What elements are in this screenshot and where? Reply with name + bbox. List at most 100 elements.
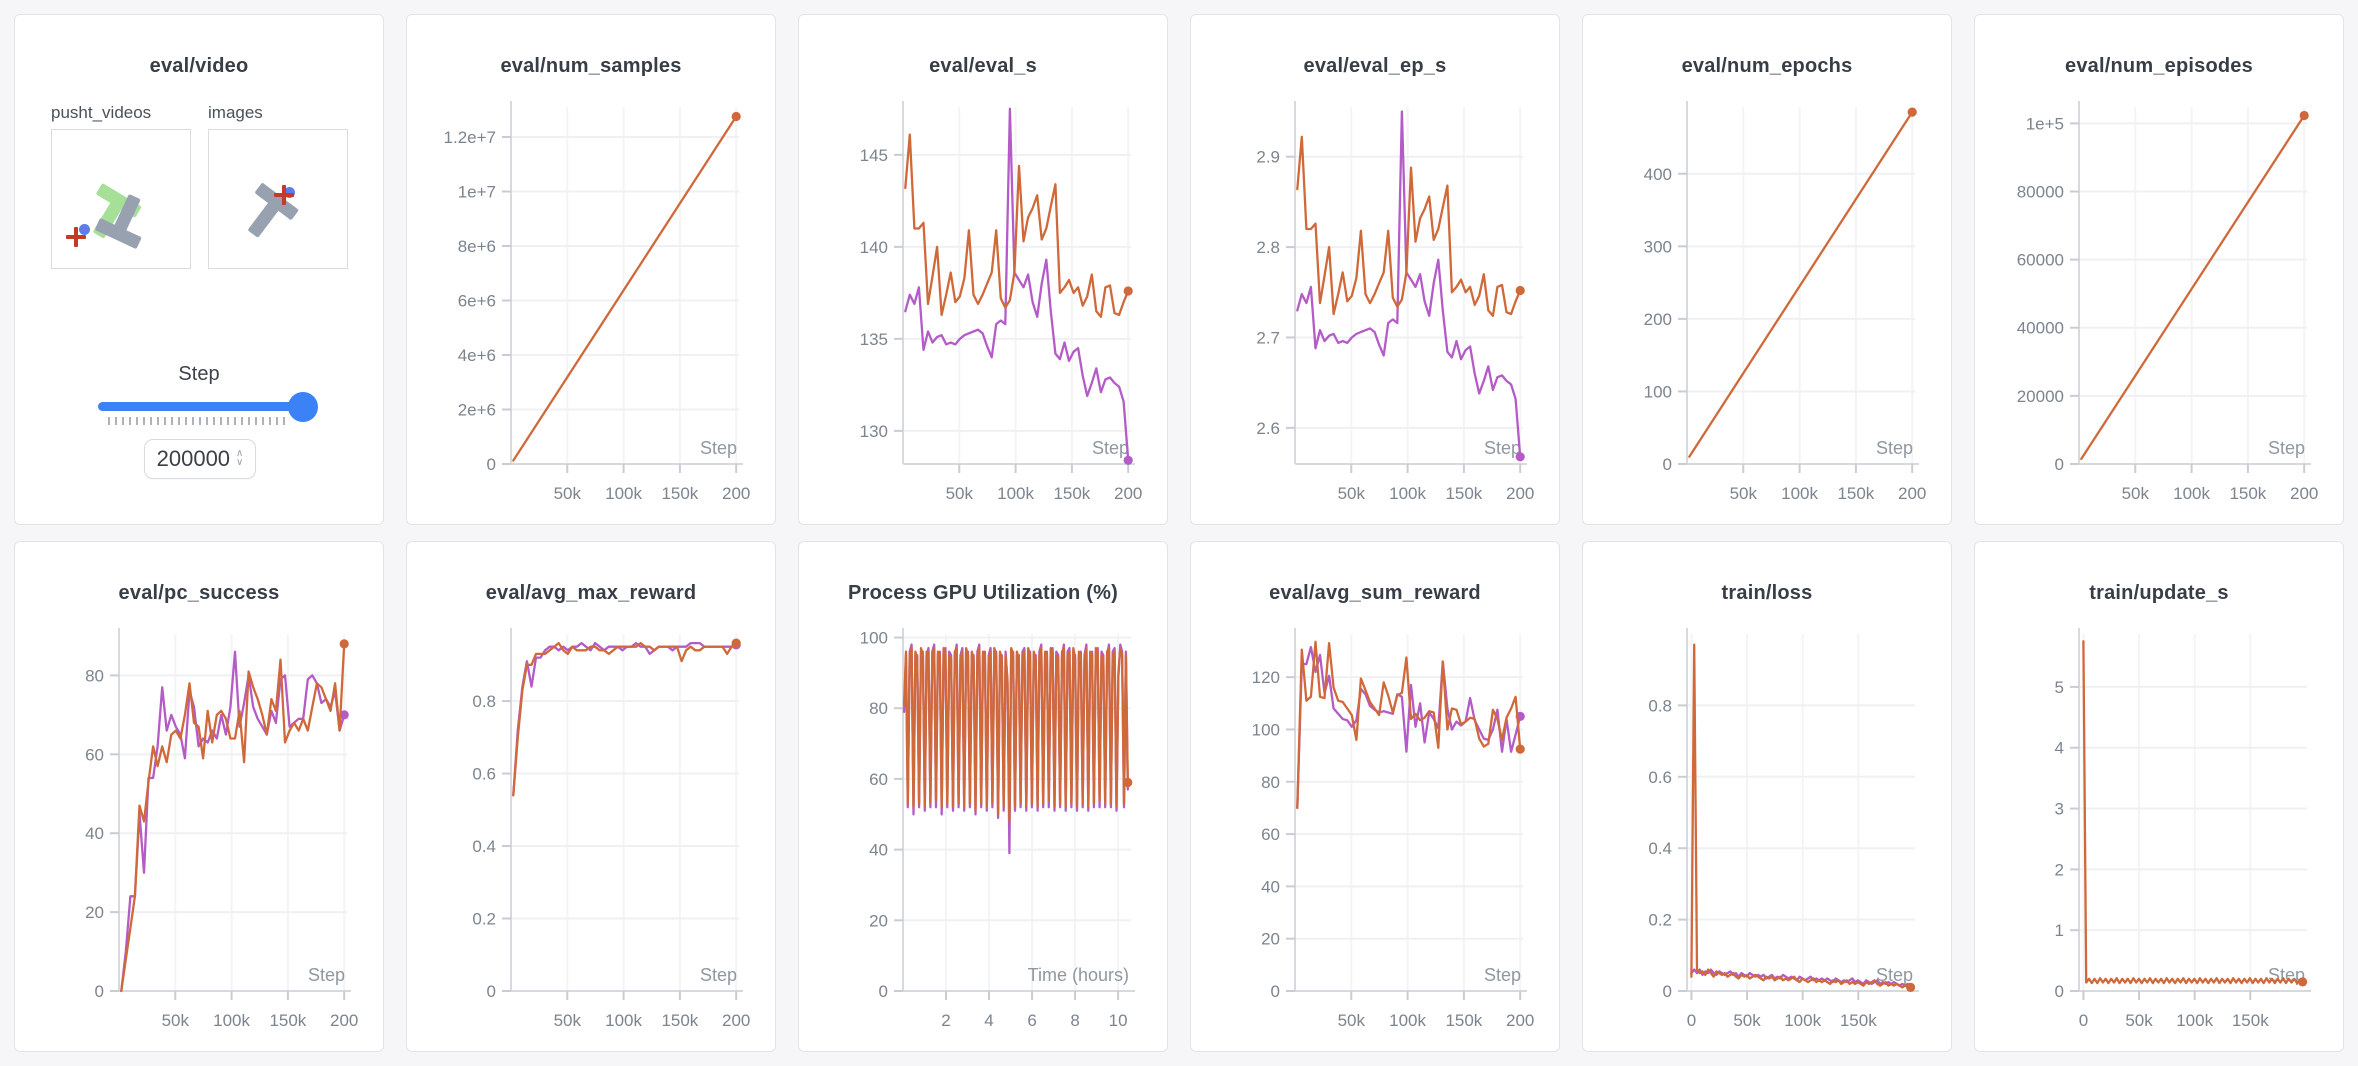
y-tick-label: 0 (1663, 982, 1672, 1001)
x-tick-label: 150k (2229, 484, 2266, 503)
x-axis-label: Step (700, 438, 737, 458)
x-axis-label: Step (1876, 438, 1913, 458)
step-slider[interactable] (98, 392, 318, 429)
x-tick-label: 0 (1687, 1011, 1696, 1030)
series-line-purple-run (1690, 968, 1912, 987)
step-slider-ticks (108, 417, 286, 425)
series-end-dot-orange-run (1515, 285, 1525, 296)
image-thumbnail[interactable] (208, 129, 348, 269)
y-tick-label: 8e+6 (458, 237, 496, 256)
series-line-orange-run (2080, 114, 2306, 461)
y-tick-label: 300 (1644, 237, 1672, 256)
y-tick-label: 80000 (2017, 182, 2064, 201)
media-label-images: images (208, 103, 263, 122)
x-tick-label: 50k (2125, 1011, 2153, 1030)
chart-title: eval/avg_sum_reward (1269, 582, 1481, 604)
y-tick-label: 100 (1644, 382, 1672, 401)
y-tick-label: 0.8 (472, 692, 496, 711)
x-tick-label: 200 (1898, 484, 1926, 503)
x-tick-label: 200 (1506, 484, 1534, 503)
x-tick-label: 50k (1733, 1011, 1761, 1030)
chart-plot[interactable]: 50k 100k 150k 200 0 20 40 60 80 100 120 Step (1191, 614, 1557, 1044)
media-label-pusht-videos: pusht_videos (51, 103, 152, 122)
x-tick-label: 200 (1114, 484, 1142, 503)
x-tick-label: 150k (2232, 1011, 2269, 1030)
chart-plot[interactable]: 50k 100k 150k 200 0 20000 40000 60000 80000 1e+5 S… (1975, 87, 2341, 517)
series-line-orange-run (512, 115, 738, 462)
x-tick-label: 150k (1445, 1011, 1482, 1030)
y-tick-label: 2.9 (1256, 148, 1280, 167)
y-tick-label: 0 (487, 455, 496, 474)
step-number-input[interactable]: 200000 ∧ ∨ (144, 439, 256, 479)
chart-panel: eval/avg_max_reward 50k 100k 150k 200 0 0.2 0.… (406, 541, 776, 1052)
y-tick-label: 0.6 (1648, 768, 1672, 787)
x-tick-label: 100k (2176, 1011, 2213, 1030)
y-tick-label: 20 (1261, 930, 1280, 949)
y-tick-label: 400 (1644, 165, 1672, 184)
chart-title: eval/num_episodes (2065, 55, 2253, 77)
y-tick-label: 2.8 (1256, 238, 1280, 257)
chart-plot[interactable]: 50k 100k 150k 200 0 20 40 60 80 Step (15, 614, 381, 1044)
series-line-orange-run (1690, 643, 1912, 989)
chart-plot[interactable]: 50k 100k 150k 200 0 2e+6 4e+6 6e+6 8e+6 1e+7 1.2e+… (407, 87, 773, 517)
x-tick-label: 200 (1506, 1011, 1534, 1030)
y-tick-label: 0.8 (1648, 696, 1672, 715)
step-slider-track[interactable] (98, 402, 304, 411)
y-tick-label: 1e+5 (2026, 114, 2064, 133)
x-tick-label: 100k (213, 1011, 250, 1030)
y-tick-label: 100 (1252, 720, 1280, 739)
x-tick-label: 150k (1837, 484, 1874, 503)
video-thumbnail-pusht[interactable] (51, 129, 191, 269)
y-tick-label: 20 (85, 903, 104, 922)
x-tick-label: 100k (605, 484, 642, 503)
series-line-orange-run (904, 133, 1130, 318)
chart-plot[interactable]: 50k 100k 150k 200 130 135 140 145 Step (799, 87, 1165, 517)
x-tick-label: 50k (554, 484, 582, 503)
x-tick-label: 100k (1784, 1011, 1821, 1030)
chart-title: eval/eval_s (929, 55, 1037, 77)
x-tick-label: 4 (984, 1011, 993, 1030)
x-tick-label: 0 (2079, 1011, 2088, 1030)
x-axis-label: Step (1484, 438, 1521, 458)
x-tick-label: 2 (941, 1011, 950, 1030)
x-tick-label: 8 (1070, 1011, 1079, 1030)
chart-title: train/loss (1721, 582, 1813, 604)
y-tick-label: 40 (1261, 877, 1280, 896)
series-line-purple-run (1296, 645, 1522, 810)
step-up-icon[interactable]: ∧ (236, 448, 244, 459)
series-end-dot-orange-run (2299, 110, 2309, 121)
x-tick-label: 100k (1781, 484, 1818, 503)
chart-plot[interactable]: 50k 100k 150k 200 0 100 200 300 400 Step (1583, 87, 1949, 517)
series-line-orange-run (1296, 640, 1522, 810)
agent-dot-icon (284, 187, 295, 198)
y-tick-label: 4 (2055, 739, 2064, 758)
y-tick-label: 0 (2055, 982, 2064, 1001)
x-axis-label: Step (1092, 438, 1129, 458)
y-tick-label: 20 (869, 911, 888, 930)
y-tick-label: 40 (85, 824, 104, 843)
media-panel-title: eval/video (149, 55, 249, 77)
x-tick-label: 50k (1338, 1011, 1366, 1030)
series-line-orange-run (1688, 110, 1914, 458)
x-tick-label: 50k (1730, 484, 1758, 503)
step-down-icon[interactable]: ∨ (236, 457, 244, 468)
step-slider-thumb[interactable] (288, 392, 318, 422)
y-tick-label: 20000 (2017, 387, 2064, 406)
chart-plot[interactable]: 50k 100k 150k 200 2.6 2.7 2.8 2.9 Step (1191, 87, 1557, 517)
x-tick-label: 50k (2122, 484, 2150, 503)
series-line-purple-run (512, 641, 738, 797)
chart-plot[interactable]: 0 50k 100k 150k 0 0.2 0.4 0.6 0.8 Step (1583, 614, 1949, 1044)
chart-panel: train/loss 0 50k 100k 150k 0 0.2 0.4 0.6 0.8 Step (1582, 541, 1952, 1052)
y-tick-label: 1.2e+7 (444, 128, 496, 147)
x-axis-label: Step (308, 965, 345, 985)
series-line-orange-run (120, 642, 346, 993)
y-tick-label: 60000 (2017, 251, 2064, 270)
y-tick-label: 1 (2055, 921, 2064, 940)
chart-plot[interactable]: 50k 100k 150k 200 0 0.2 0.4 0.6 0.8 Step (407, 614, 773, 1044)
stepper-buttons[interactable]: ∧ ∨ (236, 448, 244, 468)
x-tick-label: 150k (1053, 484, 1090, 503)
x-tick-label: 50k (946, 484, 974, 503)
